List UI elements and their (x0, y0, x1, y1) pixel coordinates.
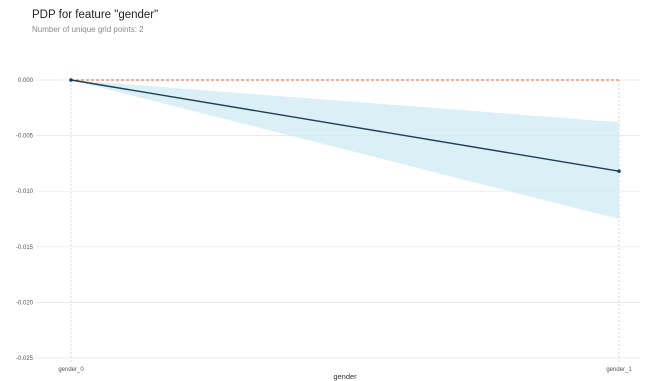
x-axis-label: gender (333, 372, 357, 381)
y-tick-label: -0.025 (16, 356, 34, 362)
chart-subtitle: Number of unique grid points: 2 (32, 25, 144, 34)
y-tick-label: -0.015 (16, 245, 34, 251)
pdp-line (70, 79, 620, 172)
x-tick-label: gender_0 (58, 367, 84, 373)
y-tick-label: -0.005 (16, 134, 34, 140)
pdp-line-layer (69, 78, 621, 173)
confidence-band-layer (71, 80, 619, 219)
y-tick-label: 0.000 (18, 78, 34, 84)
x-tick-labels: gender_0 gender_1 (58, 367, 632, 373)
pdp-point (617, 169, 621, 173)
chart-title: PDP for feature "gender" (32, 9, 159, 21)
x-tick-label: gender_1 (606, 367, 632, 373)
y-tick-label: -0.020 (16, 300, 34, 306)
y-tick-labels: 0.000 -0.005 -0.010 -0.015 -0.020 -0.025 (16, 78, 34, 362)
y-tick-label: -0.010 (16, 189, 34, 195)
pdp-point (69, 78, 73, 82)
confidence-band (71, 80, 619, 219)
